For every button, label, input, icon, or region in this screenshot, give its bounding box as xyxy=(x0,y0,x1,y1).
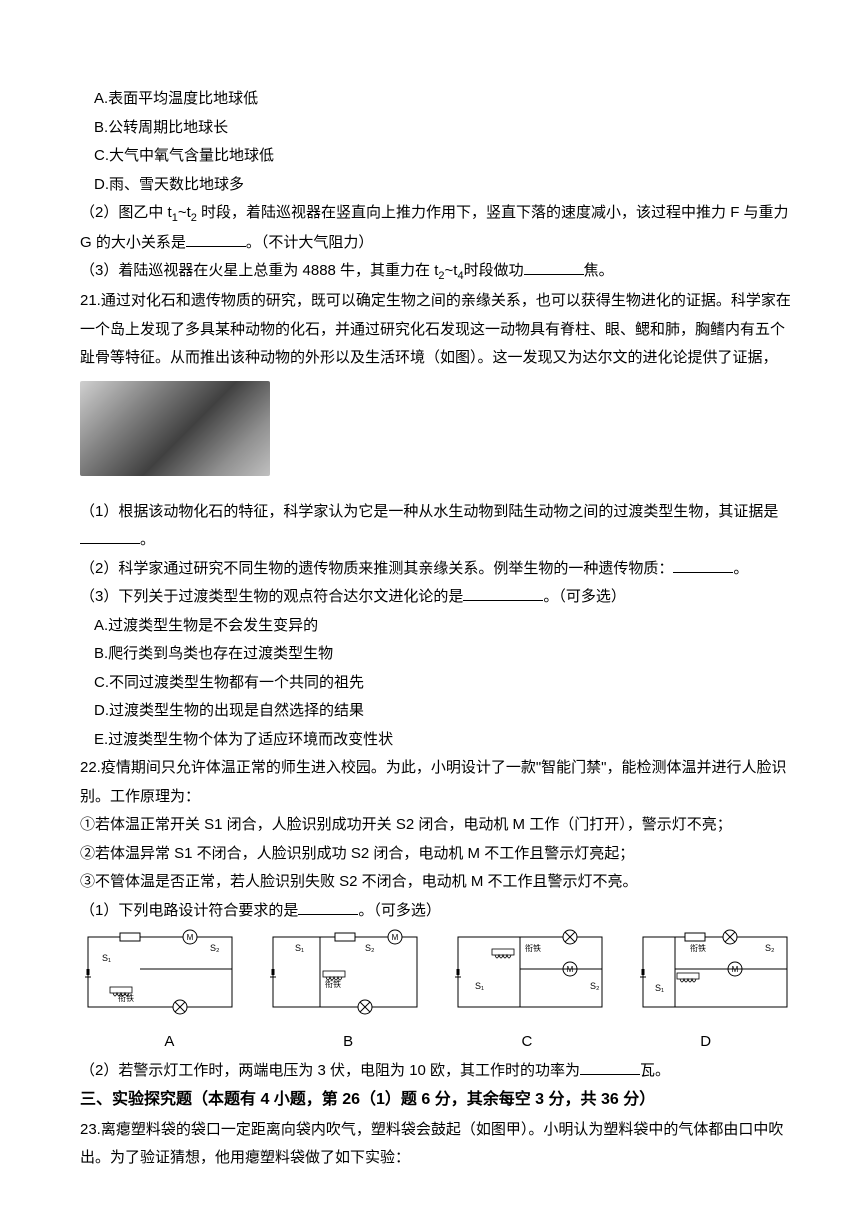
circuit-diagrams-row: M S₁ S₂ 衔铁 M S₁ S₂ 衔铁 xyxy=(80,929,795,1024)
q21-intro: 21.通过对化石和遗传物质的研究，既可以确定生物之间的亲缘关系，也可以获得生物进… xyxy=(80,287,795,373)
blank-input[interactable] xyxy=(298,900,358,915)
svg-text:S₂: S₂ xyxy=(365,943,375,953)
section-3-title: 三、实验探究题（本题有 4 小题，第 26（1）题 6 分，其余每空 3 分，共… xyxy=(80,1085,795,1115)
option-d: D.雨、雪天数比地球多 xyxy=(80,171,795,200)
blank-input[interactable] xyxy=(463,586,543,601)
q22-q2: （2）若警示灯工作时，两端电压为 3 伏，电阻为 10 欧，其工作时的功率为瓦。 xyxy=(80,1057,795,1086)
svg-text:S₁: S₁ xyxy=(295,943,304,953)
svg-text:M: M xyxy=(187,933,194,942)
circuit-d: M S₁ S₂ 衔铁 xyxy=(635,929,795,1024)
svg-text:S₂: S₂ xyxy=(765,943,775,953)
label-c: C xyxy=(447,1028,607,1057)
q22-intro: 22.疫情期间只允许体温正常的师生进入校园。为此，小明设计了一款"智能门禁"，能… xyxy=(80,754,795,811)
circuit-a: M S₁ S₂ 衔铁 xyxy=(80,929,240,1024)
svg-text:S₂: S₂ xyxy=(590,981,600,991)
label-a: A xyxy=(89,1028,249,1057)
blank-input[interactable] xyxy=(673,558,733,573)
svg-text:S₂: S₂ xyxy=(210,943,220,953)
svg-text:S₁: S₁ xyxy=(102,953,111,963)
blank-input[interactable] xyxy=(524,260,584,275)
label-d: D xyxy=(626,1028,786,1057)
blank-input[interactable] xyxy=(580,1060,640,1075)
question-2: （2）图乙中 t1~t2 时段，着陆巡视器在竖直向上推力作用下，竖直下落的速度减… xyxy=(80,199,795,257)
svg-text:衔铁: 衔铁 xyxy=(690,943,706,953)
circuit-labels: A B C D xyxy=(80,1028,795,1057)
circuit-b: M S₁ S₂ 衔铁 xyxy=(265,929,425,1024)
svg-text:衔铁: 衔铁 xyxy=(525,943,541,953)
svg-text:衔铁: 衔铁 xyxy=(325,979,341,989)
q21-1: （1）根据该动物化石的特征，科学家认为它是一种从水生动物到陆生动物之间的过渡类型… xyxy=(80,498,795,555)
q22-q1: （1）下列电路设计符合要求的是。（可多选） xyxy=(80,897,795,926)
fossil-animal-image xyxy=(80,381,270,476)
option-b: B.公转周期比地球长 xyxy=(80,114,795,143)
q22-cond-2: ②若体温异常 S1 不闭合，人脸识别成功 S2 闭合，电动机 M 不工作且警示灯… xyxy=(80,840,795,869)
q22-cond-1: ①若体温正常开关 S1 闭合，人脸识别成功开关 S2 闭合，电动机 M 工作（门… xyxy=(80,811,795,840)
svg-text:S₁: S₁ xyxy=(475,981,484,991)
option-a: A.表面平均温度比地球低 xyxy=(80,85,795,114)
q21-2: （2）科学家通过研究不同生物的遗传物质来推测其亲缘关系。例举生物的一种遗传物质：… xyxy=(80,555,795,584)
q21-option-a: A.过渡类型生物是不会发生变异的 xyxy=(80,612,795,641)
blank-input[interactable] xyxy=(186,232,246,247)
option-c: C.大气中氧气含量比地球低 xyxy=(80,142,795,171)
label-b: B xyxy=(268,1028,428,1057)
q21-option-c: C.不同过渡类型生物都有一个共同的祖先 xyxy=(80,669,795,698)
blank-input[interactable] xyxy=(80,529,140,544)
svg-text:M: M xyxy=(392,933,399,942)
q22-cond-3: ③不管体温是否正常，若人脸识别失败 S2 不闭合，电动机 M 不工作且警示灯不亮… xyxy=(80,868,795,897)
q23: 23.离瘪塑料袋的袋口一定距离向袋内吹气，塑料袋会鼓起（如图甲）。小明认为塑料袋… xyxy=(80,1116,795,1173)
q21-option-e: E.过渡类型生物个体为了适应环境而改变性状 xyxy=(80,726,795,755)
question-3: （3）着陆巡视器在火星上总重为 4888 牛，其重力在 t2~t4时段做功焦。 xyxy=(80,257,795,287)
circuit-c: M S₁ S₂ 衔铁 xyxy=(450,929,610,1024)
q21-option-d: D.过渡类型生物的出现是自然选择的结果 xyxy=(80,697,795,726)
q21-3: （3）下列关于过渡类型生物的观点符合达尔文进化论的是。（可多选） xyxy=(80,583,795,612)
q21-option-b: B.爬行类到鸟类也存在过渡类型生物 xyxy=(80,640,795,669)
svg-text:S₁: S₁ xyxy=(655,983,664,993)
